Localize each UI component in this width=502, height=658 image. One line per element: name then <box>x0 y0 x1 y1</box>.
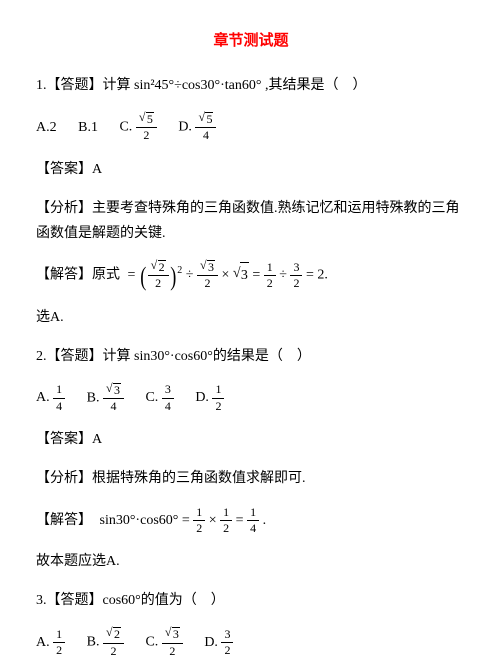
q2-opt-b: B. 34 <box>87 383 124 413</box>
q2-opt-d: D. 12 <box>195 383 224 412</box>
q2-solve: 【解答】 sin30°·cos60° = 12 × 12 = 14 . <box>36 506 466 535</box>
q2-solve-label: 【解答】 <box>36 513 92 528</box>
q3-options: A. 12 B. 22 C. 32 D. 32 <box>36 627 466 657</box>
q3-opt-d: D. 32 <box>204 628 233 657</box>
q1-analysis: 【分析】主要考查特殊角的三角函数值.熟练记忆和运用特殊教的三角函数值是解题的关键… <box>36 196 466 246</box>
q3-opt-b: B. 22 <box>87 627 124 657</box>
q1-opt-c-frac: 5 2 <box>136 112 157 142</box>
q2-opt-a: A. 14 <box>36 383 65 412</box>
q1-opt-b: B.1 <box>78 115 98 140</box>
page-root: 章节测试题 1.【答题】计算 sin²45°÷cos30°·tan60° ,其结… <box>0 0 502 649</box>
q2-options: A. 14 B. 34 C. 34 D. 12 <box>36 383 466 413</box>
q2-conclusion: 故本题应选A. <box>36 549 466 574</box>
q1-stem-post: ,其结果是（ ） <box>265 78 367 93</box>
q1-options: A.2 B.1 C. 5 2 D. 5 4 <box>36 112 466 142</box>
doc-title: 章节测试题 <box>36 28 466 55</box>
q2-opt-c: C. 34 <box>145 383 173 412</box>
q1-opt-d-frac: 5 4 <box>195 112 216 142</box>
q1-opt-b-val: 1 <box>91 120 98 135</box>
q1-solve-label: 【解答】原式 <box>36 268 120 283</box>
q1-stem-pre: 1.【答题】计算 <box>36 78 131 93</box>
q1-opt-c: C. 5 2 <box>119 112 156 142</box>
q1-opt-a: A.2 <box>36 115 57 140</box>
q1-stem-expr: sin²45°÷cos30°·tan60° <box>134 78 261 93</box>
q2-answer: 【答案】A <box>36 427 466 452</box>
q1-conclusion: 选A. <box>36 305 466 330</box>
q1-answer: 【答案】A <box>36 157 466 182</box>
q3-opt-a: A. 12 <box>36 628 65 657</box>
q2-stem: 2.【答题】计算 sin30°·cos60°的结果是（ ） <box>36 344 466 369</box>
q2-analysis: 【分析】根据特殊角的三角函数值求解即可. <box>36 466 466 491</box>
q1-opt-a-val: 2 <box>50 120 57 135</box>
q2-solve-expr: sin30°·cos60° = 12 × 12 = 14 . <box>100 506 267 535</box>
q1-stem: 1.【答题】计算 sin²45°÷cos30°·tan60° ,其结果是（ ） <box>36 73 466 98</box>
q1-opt-d: D. 5 4 <box>178 112 216 142</box>
q3-opt-c: C. 32 <box>145 627 182 657</box>
q3-stem: 3.【答题】cos60°的值为（ ） <box>36 588 466 613</box>
q1-solve-expr: = (22)2 ÷ 32 × 3 = 12 ÷ 32 = 2. <box>128 260 328 290</box>
q1-solve: 【解答】原式 = (22)2 ÷ 32 × 3 = 12 ÷ 32 = 2. <box>36 260 466 290</box>
q2-solve-lhs: sin30°·cos60° <box>100 513 179 528</box>
